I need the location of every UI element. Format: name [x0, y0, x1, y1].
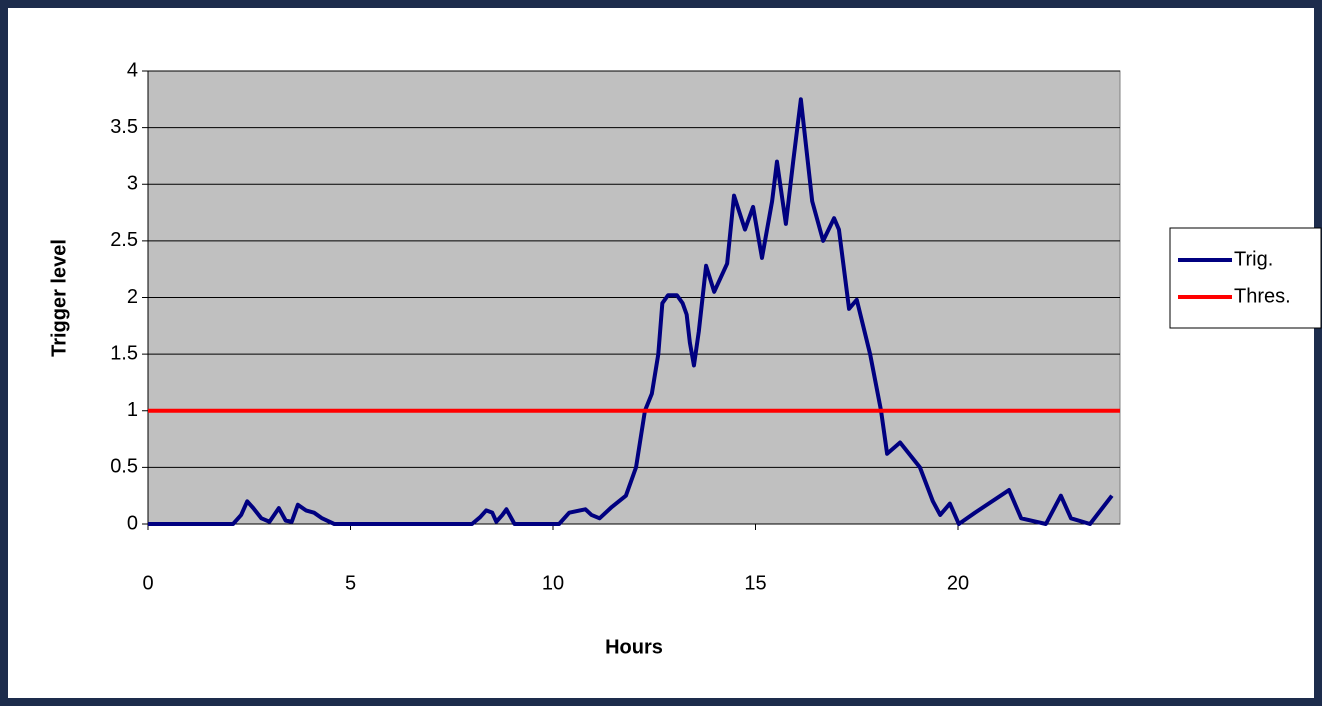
y-tick-label: 3	[127, 173, 138, 195]
y-tick-label: 0.5	[110, 456, 138, 478]
x-tick-label: 5	[345, 572, 356, 594]
y-tick-label: 3.5	[110, 116, 138, 138]
x-axis-title: Hours	[605, 636, 663, 658]
y-axis-title: Trigger level	[48, 239, 70, 357]
y-tick-label: 0	[127, 512, 138, 534]
y-tick-label: 1	[127, 399, 138, 421]
x-tick-label: 15	[744, 572, 766, 594]
legend-label: Thres.	[1234, 285, 1291, 307]
y-tick-label: 1.5	[110, 342, 138, 364]
y-tick-label: 2	[127, 286, 138, 308]
legend-label: Trig.	[1234, 248, 1273, 270]
x-tick-label: 0	[142, 572, 153, 594]
x-tick-label: 10	[542, 572, 564, 594]
x-tick-label: 20	[947, 572, 969, 594]
y-tick-label: 2.5	[110, 229, 138, 251]
legend-box	[1169, 227, 1322, 329]
y-tick-label: 4	[127, 59, 138, 81]
data-line	[148, 97, 1114, 526]
